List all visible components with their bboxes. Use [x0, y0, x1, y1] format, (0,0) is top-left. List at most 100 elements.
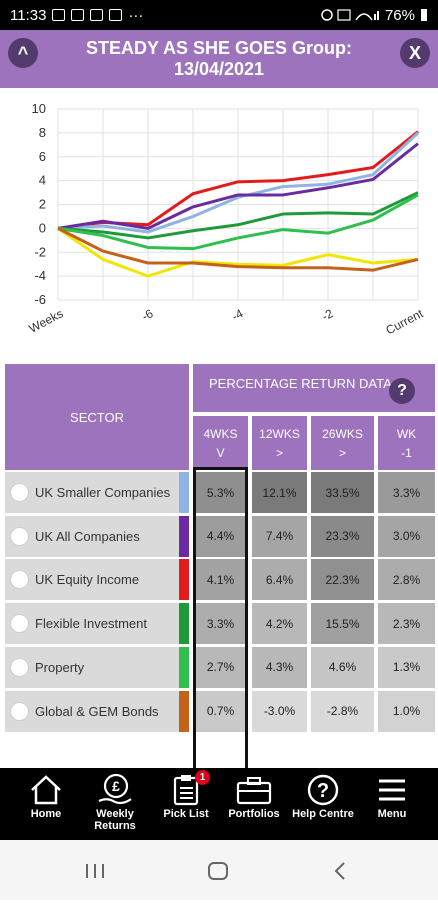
table-cell: -2.8%: [311, 690, 374, 732]
row-radio-button[interactable]: [10, 483, 29, 502]
sector-table: SECTOR PERCENTAGE RETURN DATA ? 4WKS V 12W…: [0, 360, 438, 768]
table-row[interactable]: UK Smaller Companies: [5, 472, 189, 513]
table-cell: 6.4%: [252, 559, 307, 601]
back-icon[interactable]: [334, 862, 345, 880]
table-cell: 7.4%: [252, 515, 307, 557]
x-tick-label: Weeks: [27, 306, 66, 335]
battery-icon: [421, 9, 427, 21]
column-sort-indicator: -1: [401, 446, 412, 460]
table-cell: 33.5%: [311, 472, 374, 513]
table-cell: 5.3%: [193, 472, 248, 513]
bottom-navigation: Home £ Weekly Returns 1 Pick List Portfo…: [0, 768, 438, 840]
mail-icon: [90, 9, 104, 21]
mail-icon: [71, 9, 85, 21]
table-cell: 12.1%: [252, 472, 307, 513]
menu-icon: [379, 779, 405, 801]
nav-portfolios-label: Portfolios: [228, 808, 280, 820]
y-tick-label: 4: [39, 173, 46, 188]
table-cell: 3.3%: [378, 472, 435, 513]
column-header-3[interactable]: WK -1: [378, 416, 435, 470]
column-header-label: 12WKS: [259, 427, 300, 441]
table-cell: 3.3%: [193, 603, 248, 645]
y-tick-label: 6: [39, 149, 46, 164]
performance-chart: 10 8 6 4 2 0 -2 -4 -6 Weeks -6 -4 -2 Current: [0, 88, 438, 360]
sector-name: UK All Companies: [35, 528, 140, 544]
page-header: ^ STEADY AS SHE GOES Group: 13/04/2021 X: [0, 30, 438, 88]
series-line-2: [57, 142, 419, 230]
table-cell: 2.7%: [193, 646, 248, 688]
series-line-3: [57, 191, 419, 240]
column-header-label: WK: [396, 427, 417, 441]
sector-color-swatch: [179, 515, 189, 557]
signal-icons: [321, 9, 379, 21]
table-row[interactable]: UK All Companies: [5, 515, 189, 557]
page-date: 13/04/2021: [173, 59, 265, 79]
sector-color-swatch: [179, 603, 189, 645]
status-bar: 11:33 ··· 76%: [0, 0, 438, 30]
column-sort-indicator: >: [338, 446, 346, 460]
x-tick-label: -4: [229, 306, 245, 324]
nav-weekly-returns[interactable]: £ Weekly Returns: [83, 772, 147, 832]
series-line-1: [57, 131, 420, 234]
sector-name: Property: [35, 659, 85, 675]
status-time: 11:33: [10, 6, 47, 24]
nav-home[interactable]: Home: [14, 772, 78, 820]
pound-hand-icon: £: [98, 773, 132, 805]
close-button[interactable]: X: [400, 38, 430, 68]
sector-name: Global & GEM Bonds: [35, 703, 159, 719]
sector-color-swatch: [179, 646, 189, 688]
table-row[interactable]: Flexible Investment: [5, 603, 189, 645]
x-tick-label: Current: [384, 306, 426, 337]
nav-help-centre-label: Help Centre: [292, 808, 354, 820]
nav-weekly-returns-label: Weekly Returns: [94, 808, 136, 832]
table-cell: 1.0%: [378, 690, 435, 732]
sector-name: Flexible Investment: [35, 616, 147, 632]
recent-apps-icon[interactable]: [86, 864, 104, 878]
table-cell: 23.3%: [311, 515, 374, 557]
table-row[interactable]: Global & GEM Bonds: [5, 690, 189, 732]
nav-help-centre[interactable]: ? Help Centre: [288, 772, 358, 820]
table-row[interactable]: UK Equity Income: [5, 559, 189, 601]
svg-text:£: £: [112, 778, 120, 794]
column-header-label: 26WKS: [322, 427, 363, 441]
percentage-return-label: PERCENTAGE RETURN DATA: [209, 376, 392, 391]
sector-color-swatch: [179, 690, 189, 732]
sector-column-header[interactable]: SECTOR: [5, 364, 189, 470]
nav-portfolios[interactable]: Portfolios: [222, 772, 286, 820]
table-cell: 4.4%: [193, 515, 248, 557]
sector-color-swatch: [179, 559, 189, 601]
table-cell: 22.3%: [311, 559, 374, 601]
nav-pick-list[interactable]: 1 Pick List: [154, 770, 218, 820]
help-button[interactable]: ?: [389, 378, 415, 404]
home-icon: [31, 775, 61, 805]
column-sort-indicator: V: [216, 446, 225, 460]
row-radio-button[interactable]: [10, 570, 29, 590]
home-circle-icon[interactable]: [208, 862, 228, 880]
column-header-0[interactable]: 4WKS V: [193, 416, 248, 470]
y-tick-label: 0: [39, 220, 46, 235]
system-navigation: [0, 840, 438, 900]
column-header-2[interactable]: 26WKS >: [311, 416, 374, 470]
x-tick-label: -2: [319, 306, 335, 324]
table-cell: 4.6%: [311, 646, 374, 688]
row-radio-button[interactable]: [10, 701, 29, 721]
pick-list-badge: 1: [195, 770, 210, 785]
row-radio-button[interactable]: [10, 526, 29, 546]
column-sort-indicator: >: [275, 446, 283, 460]
column-header-label: 4WKS: [203, 427, 238, 441]
percentage-return-header: PERCENTAGE RETURN DATA ?: [193, 364, 435, 412]
svg-text:?: ?: [317, 780, 329, 802]
nav-menu[interactable]: Menu: [362, 772, 422, 820]
row-radio-button[interactable]: [10, 614, 29, 634]
table-cell: 4.3%: [252, 646, 307, 688]
sector-color-swatch: [179, 472, 189, 513]
series-line-4: [57, 193, 419, 251]
collapse-button[interactable]: ^: [8, 38, 38, 68]
column-header-1[interactable]: 12WKS >: [252, 416, 307, 470]
row-radio-button[interactable]: [10, 657, 29, 677]
y-tick-label: -2: [34, 244, 46, 259]
series-line-6: [57, 227, 419, 272]
nav-pick-list-label: Pick List: [163, 808, 209, 820]
table-row[interactable]: Property: [5, 646, 189, 688]
table-cell: 1.3%: [378, 646, 435, 688]
